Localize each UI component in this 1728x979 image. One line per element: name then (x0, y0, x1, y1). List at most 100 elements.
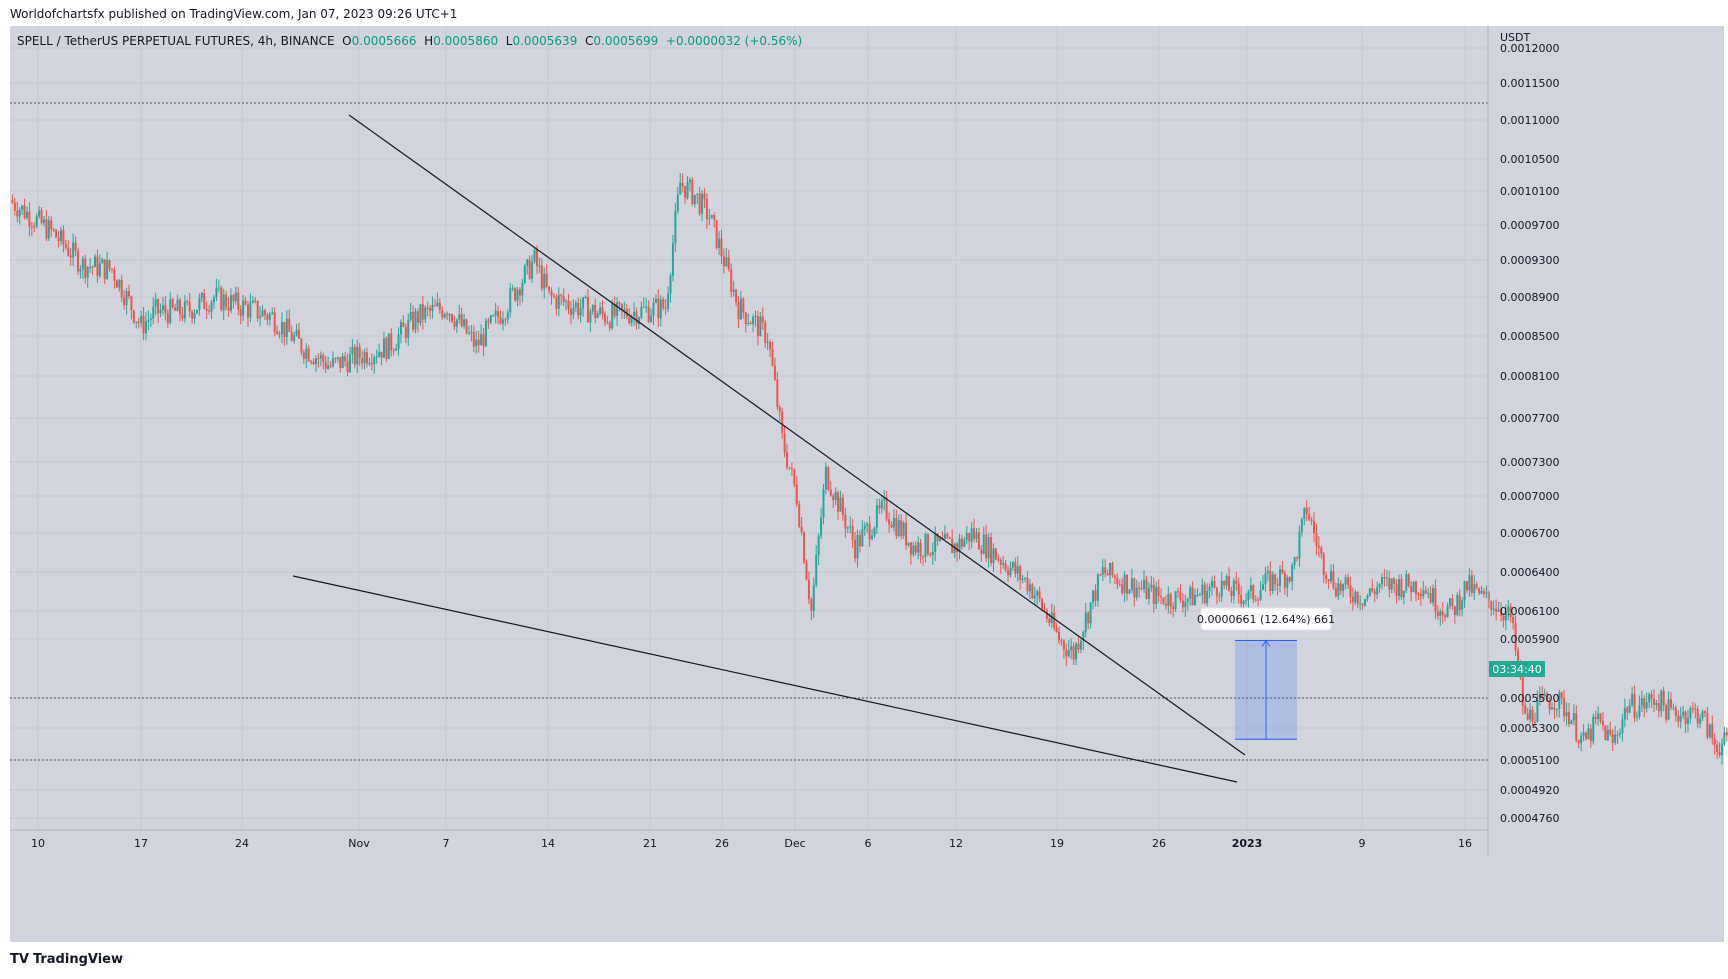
candle-body (137, 321, 140, 323)
candle-body (38, 210, 41, 217)
candle-body (958, 538, 961, 552)
candle-body (1470, 575, 1473, 593)
candle-body (1725, 732, 1728, 736)
candle-body (1538, 694, 1541, 701)
candle-body (266, 315, 269, 320)
candle-body (1359, 603, 1362, 605)
time-tick-label: Nov (348, 837, 370, 850)
candle-body (574, 302, 577, 308)
candle-body (140, 316, 143, 323)
candle-body (1419, 594, 1422, 597)
candle-body (1033, 595, 1036, 599)
candle-body (735, 289, 738, 303)
candle-body (1436, 611, 1439, 616)
candle-body (1264, 573, 1267, 585)
candle-body (1194, 594, 1197, 606)
candle-body (1276, 584, 1279, 586)
candle-body (1145, 579, 1148, 599)
candle-body (528, 259, 531, 279)
time-tick-label: Dec (784, 837, 805, 850)
candle-body (691, 179, 694, 205)
time-tick-label: 26 (715, 837, 729, 850)
candle-body (210, 302, 213, 312)
candle-body (1609, 729, 1612, 735)
candle-body (1257, 599, 1260, 601)
candle-body (1334, 587, 1337, 597)
candle-body (344, 356, 347, 362)
candle-body (110, 269, 113, 271)
candle-body (1468, 575, 1471, 591)
candle-body (1516, 650, 1519, 665)
candle-body (1048, 618, 1051, 624)
candle-body (79, 269, 82, 272)
candle-body (1327, 579, 1330, 582)
tradingview-logo[interactable]: 𝗧𝗩 TradingView (10, 952, 123, 967)
candle-body (1699, 717, 1702, 724)
candle-body (246, 304, 249, 318)
candle-body (1412, 581, 1415, 593)
lower-trendline (292, 575, 1238, 783)
candle-body (1174, 591, 1177, 609)
candle-body (1453, 606, 1456, 615)
time-tick-label: 26 (1152, 837, 1166, 850)
candle-body (815, 555, 818, 585)
candle-body (1623, 707, 1626, 720)
candle-body (339, 357, 342, 369)
price-tick-label: 0.0006400 (1500, 566, 1560, 579)
candle-body (458, 314, 461, 320)
time-tick-label: 16 (1458, 837, 1472, 850)
candle-body (1339, 583, 1342, 591)
candle-body (96, 256, 99, 276)
candle-body (1082, 631, 1085, 641)
candle-body (1526, 713, 1529, 720)
candle-body (426, 307, 429, 309)
candle-body (560, 294, 563, 297)
candle-body (23, 205, 26, 219)
candle-body (693, 194, 696, 205)
candle-body (856, 535, 859, 559)
axes: 0.0004760 0.0004920 0.0005100 0.0005300 0.00… (10, 26, 1560, 856)
candle-body (453, 321, 456, 327)
candle-body (710, 214, 713, 219)
candle-body (1288, 577, 1291, 582)
candle-body (1310, 519, 1313, 521)
candle-body (1696, 708, 1699, 724)
candle-body (463, 319, 466, 327)
candle-body (1043, 608, 1046, 611)
candle-body (431, 305, 434, 311)
candle-body (931, 551, 934, 556)
candle-body (108, 260, 111, 270)
candle-body (892, 517, 895, 528)
candle-body (329, 365, 332, 367)
candle-body (254, 300, 257, 302)
candle-body (1521, 677, 1524, 706)
candle-body (1589, 728, 1592, 742)
candle-body (1628, 705, 1631, 713)
candle-body (1031, 584, 1034, 599)
candle-body (909, 542, 912, 555)
candle-body (1055, 627, 1058, 632)
candle-body (1565, 712, 1568, 717)
candle-body (115, 280, 118, 288)
candle-body (149, 318, 152, 320)
candle-body (300, 338, 303, 353)
candle-body (212, 297, 215, 303)
chart-pane[interactable] (10, 26, 1724, 942)
candle-body (69, 255, 72, 258)
candle-body (545, 273, 548, 287)
candle-body (1371, 588, 1374, 592)
candle-body (871, 535, 874, 540)
candle-body (1308, 513, 1311, 520)
candle-body (1487, 592, 1490, 602)
candle-body (888, 519, 891, 525)
low-value: 0.0005639 (512, 34, 578, 48)
candle-body (1354, 591, 1357, 603)
candle-body (1580, 735, 1583, 744)
candle-body (412, 312, 415, 330)
candle-body (565, 300, 568, 302)
candle-body (980, 549, 983, 554)
candle-body (708, 218, 711, 220)
candle-body (1322, 553, 1325, 575)
candle-body (1002, 563, 1005, 565)
